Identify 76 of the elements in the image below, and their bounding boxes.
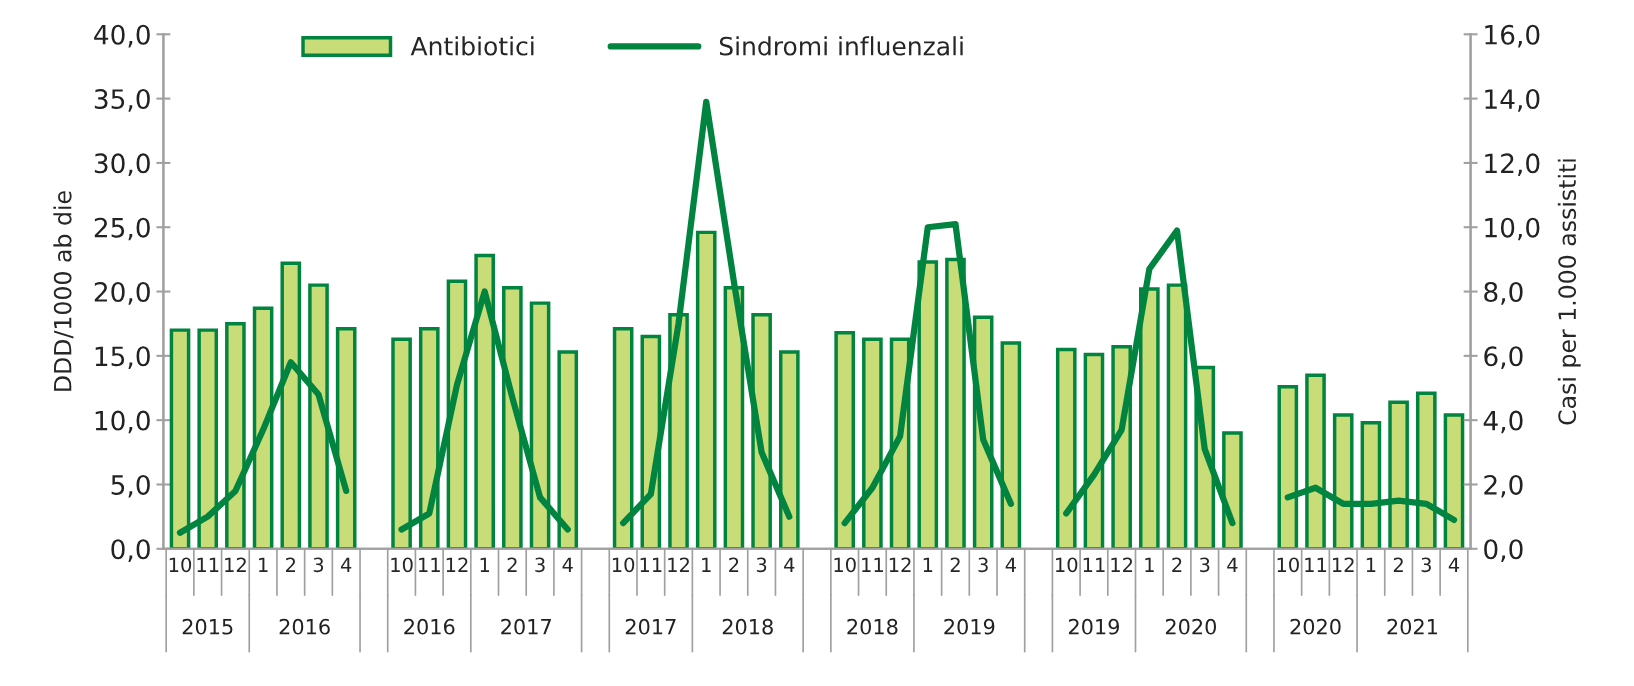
x-tick-label: 12 (668, 557, 689, 572)
y-tick-label: 5,0 (111, 474, 150, 498)
x-tick-label: 12 (889, 557, 911, 572)
y2-tick-label: 4,0 (1483, 410, 1523, 434)
y2-tick-label: 2,0 (1484, 474, 1523, 498)
y-tick-label: 25,0 (94, 217, 150, 241)
x-tick-label: 10 (834, 557, 856, 573)
legend-label: Sindromi influenzali (719, 36, 963, 56)
x-tick-label: 4 (340, 557, 352, 572)
y-axis-title: DDD/1000 ab die (53, 191, 74, 391)
y2-tick-label: 6,0 (1484, 346, 1523, 369)
y2-axis-title: Casi per 1.000 assistiti (1557, 159, 1581, 425)
x-tick-label: 3 (1200, 557, 1210, 573)
x-tick-label: 11 (862, 557, 883, 572)
y2-tick-label: 16,0 (1485, 24, 1540, 48)
x-tick-label: 10 (612, 557, 635, 573)
x-tick-label: 4 (784, 557, 795, 572)
x-tick-label: 2 (729, 557, 739, 572)
x-tick-label: 1 (1145, 557, 1154, 572)
y-tick-label: 35,0 (94, 89, 150, 112)
x-tick-label: 2 (286, 557, 296, 572)
x-tick-label: 12 (1332, 557, 1354, 572)
y2-tick-label: 8,0 (1484, 281, 1523, 305)
x-tick-label: 11 (197, 557, 219, 572)
x-tick-label: 10 (1056, 557, 1078, 573)
x-tick-label: 11 (640, 557, 662, 572)
y-tick-label: 40,0 (94, 24, 150, 48)
x-tick-label: 1 (480, 557, 490, 572)
x-tick-label: 11 (1305, 557, 1327, 572)
x-tick-label: 2 (1172, 557, 1182, 572)
text: 2016 (404, 618, 455, 635)
x-tick-label: 1 (1366, 557, 1376, 572)
y2-tick-label: 12,0 (1485, 153, 1540, 177)
x-tick-label: 10 (391, 557, 413, 573)
x-tick-label: 4 (1005, 557, 1016, 572)
y-tick-label: 30,0 (94, 153, 150, 177)
y-tick-label: 20,0 (94, 281, 150, 305)
x-tick-label: 2 (507, 557, 517, 572)
text: 2017 (501, 618, 551, 635)
x-tick-label: 10 (1277, 557, 1299, 573)
text: 2020 (1290, 618, 1341, 635)
x-tick-label: 3 (978, 557, 988, 573)
y2-tick-label: 10,0 (1485, 217, 1540, 241)
x-tick-label: 10 (169, 557, 192, 573)
x-tick-label: 1 (702, 557, 711, 572)
x-tick-label: 12 (225, 557, 246, 572)
x-tick-label: 2 (1393, 557, 1403, 572)
y2-tick-label: 14,0 (1485, 89, 1540, 112)
text: 2019 (944, 618, 995, 635)
x-tick-label: 4 (1227, 557, 1238, 572)
text: 2021 (1387, 618, 1438, 635)
y-tick-label: 10,0 (95, 410, 150, 434)
text: 2016 (279, 618, 330, 635)
x-tick-label: 3 (535, 557, 545, 573)
text: 2017 (625, 618, 676, 635)
y-tick-label: 15,0 (95, 346, 150, 369)
x-tick-label: 1 (259, 557, 268, 572)
text: 2015 (182, 618, 233, 635)
x-tick-label: 1 (923, 557, 933, 572)
x-tick-label: 3 (756, 557, 767, 573)
x-tick-label: 3 (1421, 557, 1431, 573)
text: 2020 (1165, 618, 1217, 635)
y-tick-label: 0,0 (111, 539, 150, 562)
x-tick-label: 12 (446, 557, 468, 572)
x-tick-label: 11 (1083, 557, 1105, 572)
x-tick-label: 4 (1448, 557, 1460, 572)
x-tick-label: 4 (562, 557, 573, 572)
y2-tick-label: 0,0 (1484, 539, 1523, 562)
x-tick-label: 3 (313, 557, 324, 573)
x-tick-label: 2 (950, 557, 960, 572)
x-tick-label: 11 (419, 557, 440, 572)
text: 2018 (722, 618, 773, 635)
legend-label: Antibiotici (410, 36, 534, 56)
x-tick-label: 12 (1111, 557, 1133, 572)
text: 2019 (1068, 618, 1119, 635)
text: 2018 (847, 618, 898, 635)
